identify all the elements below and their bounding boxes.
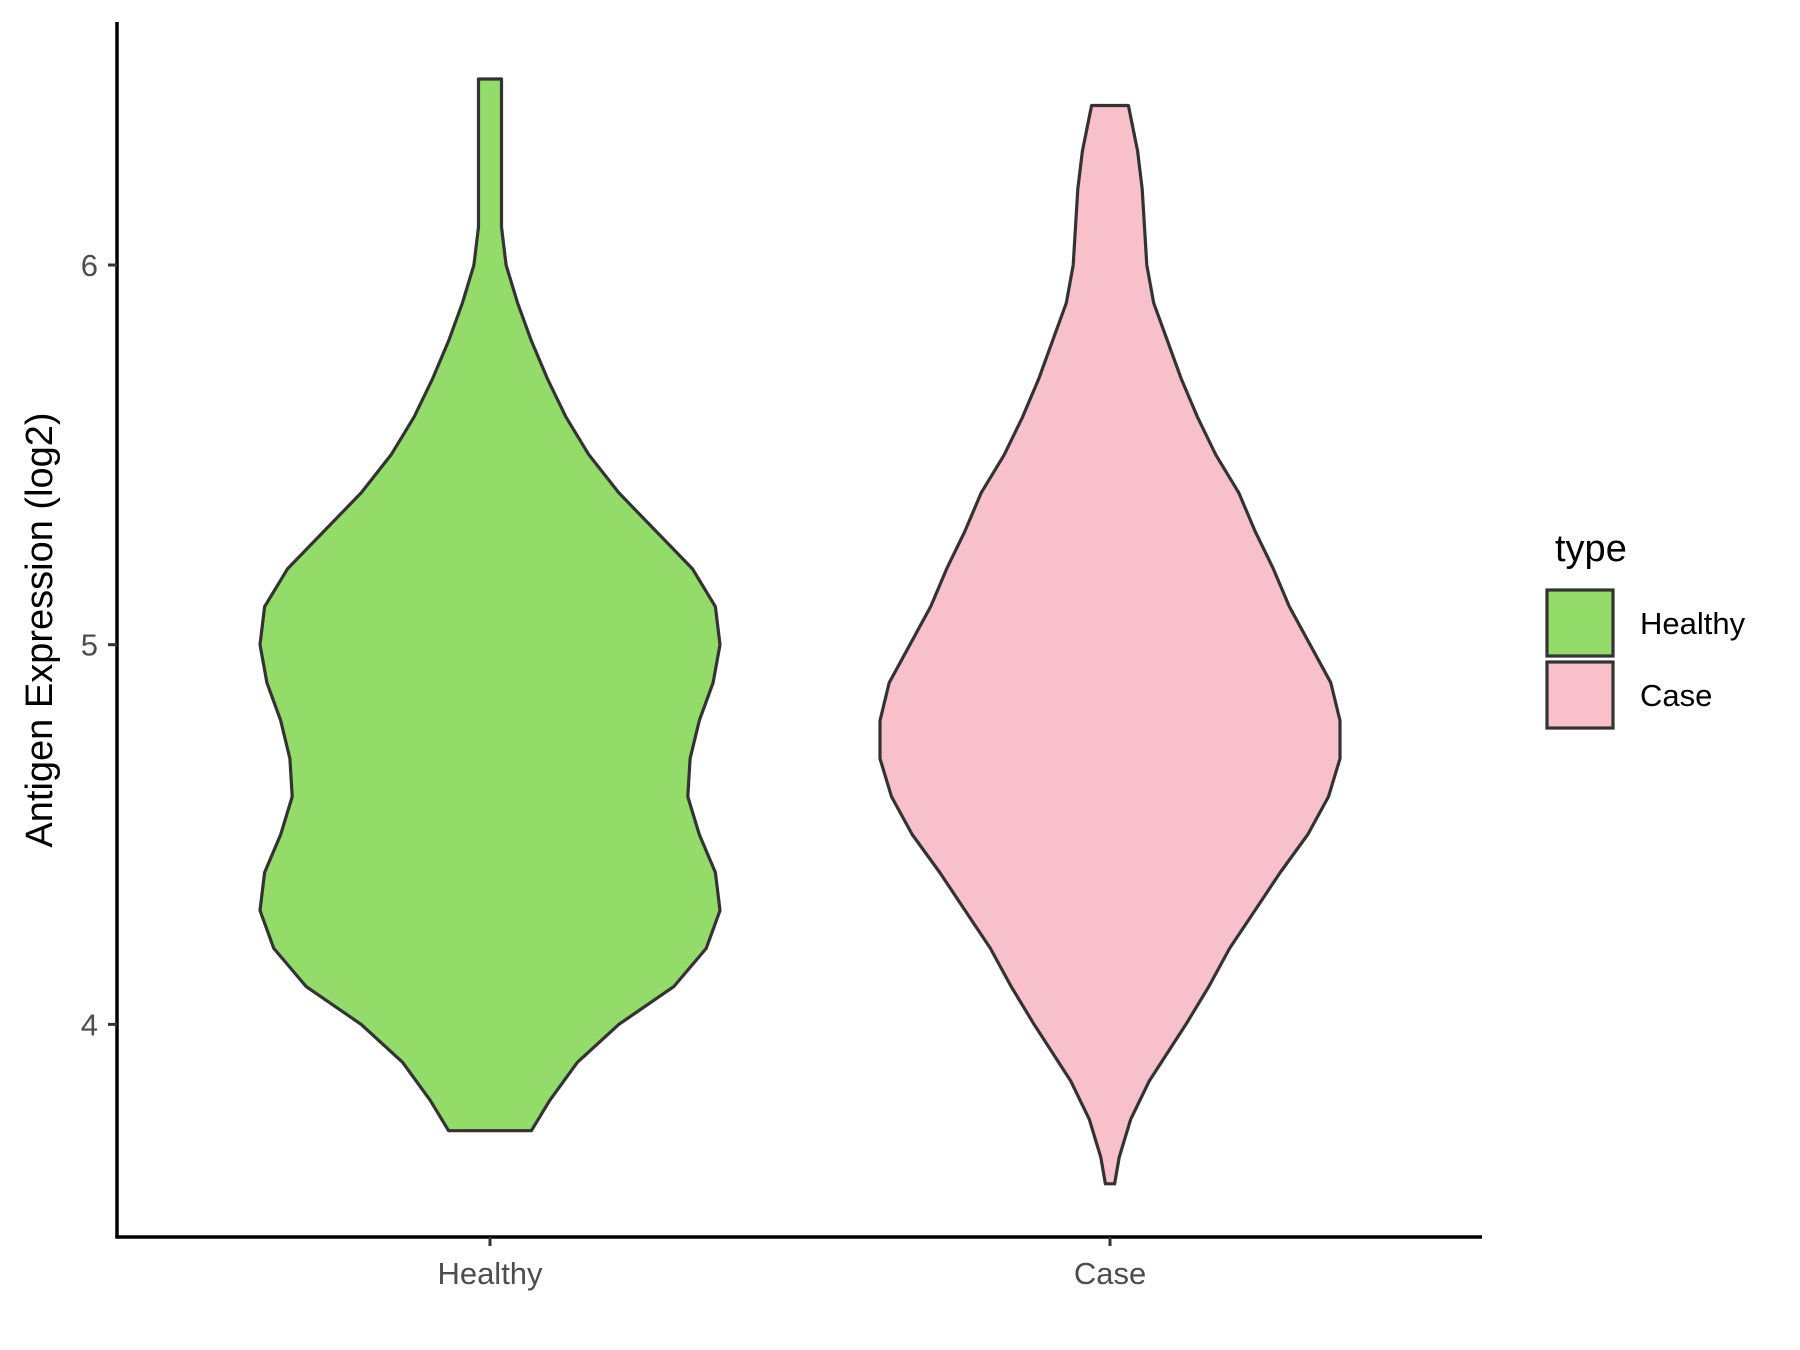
x-tick-group: Healthy Case bbox=[437, 1237, 1146, 1291]
y-tick-label: 5 bbox=[81, 628, 98, 663]
legend-label-case: Case bbox=[1640, 678, 1712, 713]
y-tick-label: 4 bbox=[81, 1007, 98, 1042]
x-tick-label: Healthy bbox=[437, 1256, 543, 1291]
violin-layer bbox=[258, 77, 1342, 1186]
violin-healthy bbox=[258, 77, 722, 1133]
legend-key-case bbox=[1545, 660, 1615, 730]
legend-key-healthy bbox=[1545, 588, 1615, 658]
violin-case bbox=[878, 103, 1342, 1186]
legend-title: type bbox=[1555, 528, 1627, 570]
x-tick-label: Case bbox=[1074, 1256, 1146, 1291]
y-tick-label: 6 bbox=[81, 248, 98, 283]
legend: type Healthy Case bbox=[1545, 528, 1746, 730]
legend-label-healthy: Healthy bbox=[1640, 606, 1746, 641]
y-tick-group: 4 5 6 bbox=[81, 248, 117, 1042]
y-axis-title: Antigen Expression (log2) bbox=[19, 412, 61, 847]
